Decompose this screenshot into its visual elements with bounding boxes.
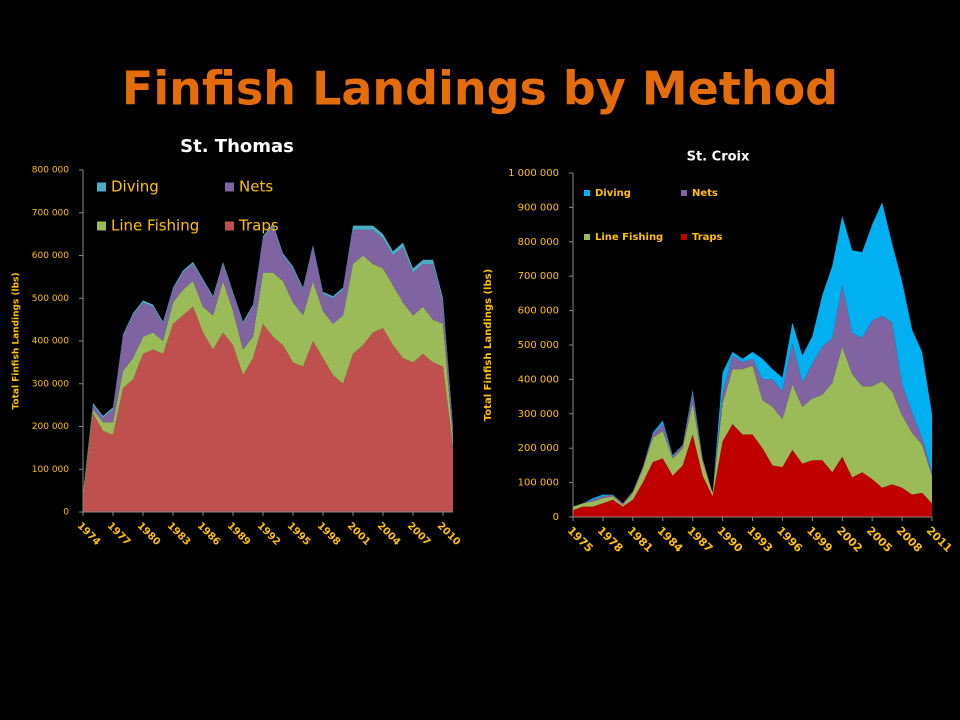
legend-swatch bbox=[97, 182, 106, 192]
chart-title: St. Thomas bbox=[180, 136, 294, 157]
slide-title: Finfish Landings by Method bbox=[122, 62, 838, 116]
y-tick-label: 0 bbox=[63, 508, 69, 518]
legend-label: Nets bbox=[239, 178, 273, 196]
y-tick-label: 400 000 bbox=[32, 337, 69, 347]
area bbox=[83, 255, 453, 500]
y-tick-label: 100 000 bbox=[518, 478, 559, 489]
legend-swatch bbox=[97, 221, 106, 231]
area bbox=[573, 202, 932, 507]
legend-swatch bbox=[225, 182, 234, 192]
legend-label: Nets bbox=[692, 188, 718, 199]
area bbox=[83, 225, 453, 495]
y-tick-label: 300 000 bbox=[518, 409, 559, 420]
legend-swatch bbox=[584, 190, 590, 196]
legend-label: Diving bbox=[111, 178, 159, 196]
legend-label: Line Fishing bbox=[595, 232, 663, 243]
y-tick-label: 900 000 bbox=[518, 202, 559, 213]
y-tick-label: 100 000 bbox=[32, 465, 69, 475]
y-tick-label: 600 000 bbox=[32, 251, 69, 261]
y-tick-label: 500 000 bbox=[518, 340, 559, 351]
y-tick-label: 0 bbox=[553, 512, 559, 523]
legend-label: Diving bbox=[595, 188, 631, 199]
y-tick-label: 500 000 bbox=[32, 294, 69, 304]
y-tick-label: 800 000 bbox=[518, 237, 559, 248]
y-tick-label: 400 000 bbox=[518, 374, 559, 385]
area bbox=[573, 284, 932, 507]
y-tick-label: 600 000 bbox=[518, 306, 559, 317]
area bbox=[573, 346, 932, 511]
y-tick-label: 200 000 bbox=[518, 443, 559, 454]
legend-swatch bbox=[681, 234, 687, 240]
chart-title: St. Croix bbox=[687, 150, 750, 165]
area bbox=[83, 306, 453, 512]
y-tick-label: 800 000 bbox=[32, 166, 69, 176]
legend-swatch bbox=[584, 234, 590, 240]
legend-label: Traps bbox=[238, 217, 279, 235]
legend-swatch bbox=[681, 190, 687, 196]
legend-label: Traps bbox=[692, 232, 723, 243]
y-tick-label: 200 000 bbox=[32, 422, 69, 432]
area bbox=[573, 424, 932, 517]
y-tick-label: 300 000 bbox=[32, 379, 69, 389]
y-tick-label: 700 000 bbox=[32, 208, 69, 218]
legend-swatch bbox=[225, 221, 234, 231]
y-axis-label: Total Finfish Landings (lbs) bbox=[483, 269, 494, 421]
legend-label: Line Fishing bbox=[111, 217, 199, 235]
y-tick-label: 1 000 000 bbox=[508, 168, 559, 179]
y-axis-label: Total Finfish Landings (lbs) bbox=[12, 272, 22, 409]
y-tick-label: 700 000 bbox=[518, 271, 559, 282]
